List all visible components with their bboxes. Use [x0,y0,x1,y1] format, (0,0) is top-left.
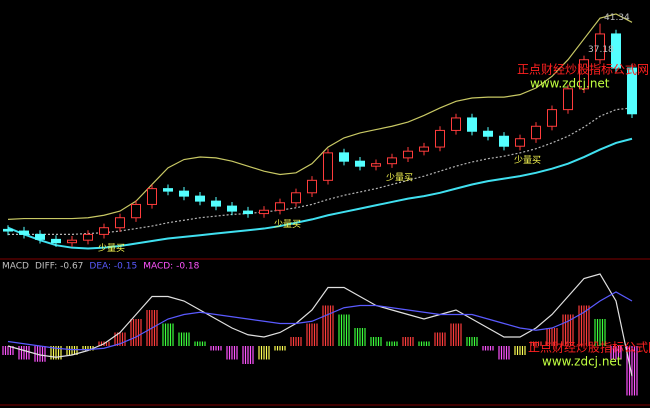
macd-header: DIFF: -0.67 [35,262,83,272]
annotation: 37.18 [588,45,614,55]
line-diff [7,273,633,377]
candle-body [627,67,637,115]
candle-body [387,157,397,165]
candle-body [579,59,589,90]
line-mid [8,107,633,235]
candle-body [515,138,525,147]
candle-body [339,152,349,162]
candle-body [275,202,285,211]
candle-body [211,200,221,207]
candle-body [483,130,493,137]
annotation: 少量买 [514,155,541,166]
candle-body [291,192,301,204]
candle-body [403,150,413,159]
candle-body [371,163,381,167]
candle-body [163,188,173,192]
candle-body [179,190,189,197]
candle-body [227,205,237,212]
candle-body [67,239,77,244]
candle-body [19,230,29,235]
annotation: 41.34 [604,13,630,23]
watermark: 正点财经炒股指标公式网 [517,62,649,77]
candle-body [563,88,573,111]
annotation: 少量买 [98,243,125,254]
candle-body [35,233,45,240]
candle-body [195,195,205,202]
candle-body [131,203,141,219]
candle-body [3,228,13,232]
annotation: 少量买 [386,172,413,183]
watermark-url: www.zdcj.net [530,77,610,91]
macd-header: DEA: -0.15 [89,262,137,272]
candle-body [451,117,461,131]
candle-body [99,227,109,235]
candle-body [323,152,333,181]
annotation: 少量买 [274,219,301,230]
line-lower [7,137,633,250]
candle-body [259,209,269,215]
candle-body [355,160,365,167]
candle-body [307,179,317,194]
candle-body [115,217,125,229]
macd-header: MACD: -0.18 [143,262,199,272]
candle-body [611,33,621,69]
candle-body [419,146,429,152]
candle-body [499,135,509,147]
candle-body [467,117,477,132]
candle-body [595,33,605,61]
candle-body [435,129,445,148]
watermark-url: www.zdcj.net [542,355,622,369]
line-dea [7,291,633,351]
candle-body [147,188,157,205]
candle-body [83,233,93,241]
candle-body [531,125,541,140]
watermark: 正点财经炒股指标公式网 [528,340,650,355]
candle-body [51,238,61,244]
candle-body [547,109,557,127]
line-upper [7,13,633,221]
candle-body [243,210,253,215]
macd-header: MACD [2,262,29,272]
